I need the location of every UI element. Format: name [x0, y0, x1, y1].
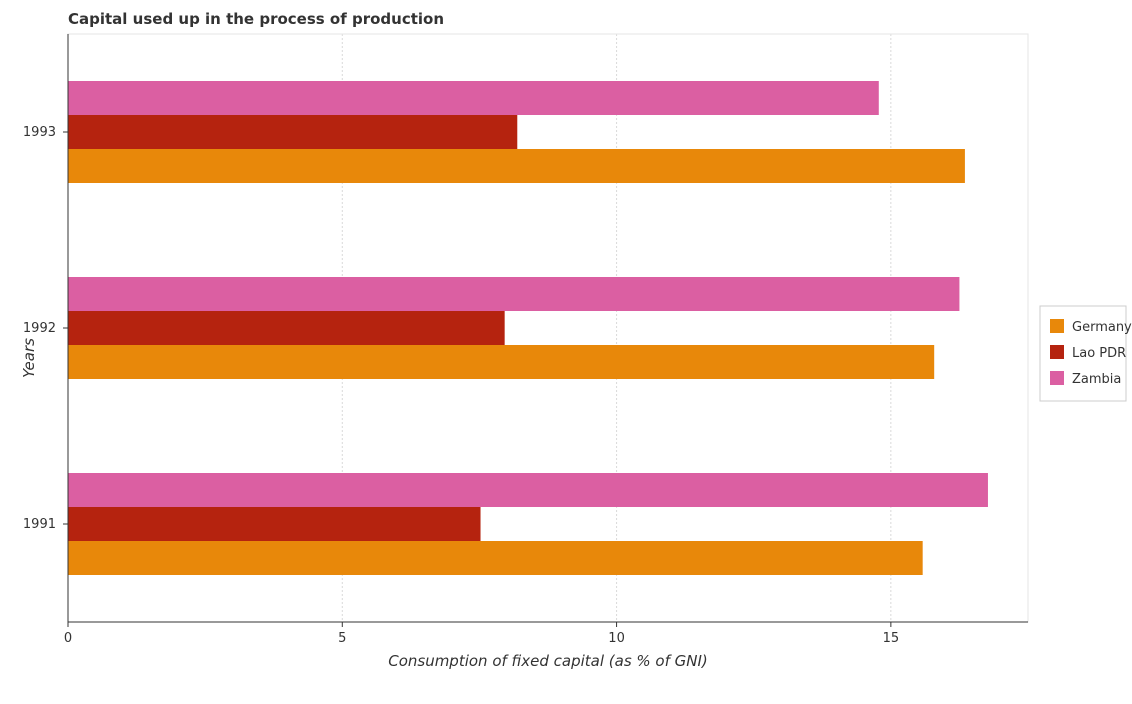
bar-germany-1992 — [68, 345, 935, 379]
bar-zambia-1992 — [68, 277, 960, 311]
axes: 0 5 10 15 1991 1992 1993 — [23, 34, 1028, 646]
legend: Germany Lao PDR Zambia — [1039, 305, 1132, 402]
bar-lao-pdr-1992 — [68, 311, 505, 345]
bars — [68, 81, 988, 575]
legend-label: Zambia — [1072, 372, 1121, 387]
y-tick-label: 1992 — [23, 321, 56, 336]
x-axis-label: Consumption of fixed capital (as % of GN… — [388, 652, 708, 670]
legend-swatch — [1050, 371, 1064, 385]
bar-germany-1993 — [68, 149, 965, 183]
chart-title: Capital used up in the process of produc… — [68, 10, 444, 28]
bar-germany-1991 — [68, 541, 923, 575]
x-tick-label: 0 — [64, 631, 72, 646]
bar-zambia-1993 — [68, 81, 879, 115]
bar-zambia-1991 — [68, 473, 988, 507]
y-tick-label: 1991 — [23, 517, 56, 532]
bar-lao-pdr-1993 — [68, 115, 518, 149]
x-tick-label: 5 — [338, 631, 346, 646]
legend-label: Germany — [1072, 320, 1132, 335]
y-tick-label: 1993 — [23, 125, 56, 140]
x-tick-label: 15 — [883, 631, 900, 646]
legend-swatch — [1050, 319, 1064, 333]
legend-label: Lao PDR — [1072, 346, 1126, 361]
x-tick-label: 10 — [608, 631, 625, 646]
bar-lao-pdr-1991 — [68, 507, 481, 541]
y-axis-label: Years — [20, 338, 38, 378]
legend-swatch — [1050, 345, 1064, 359]
